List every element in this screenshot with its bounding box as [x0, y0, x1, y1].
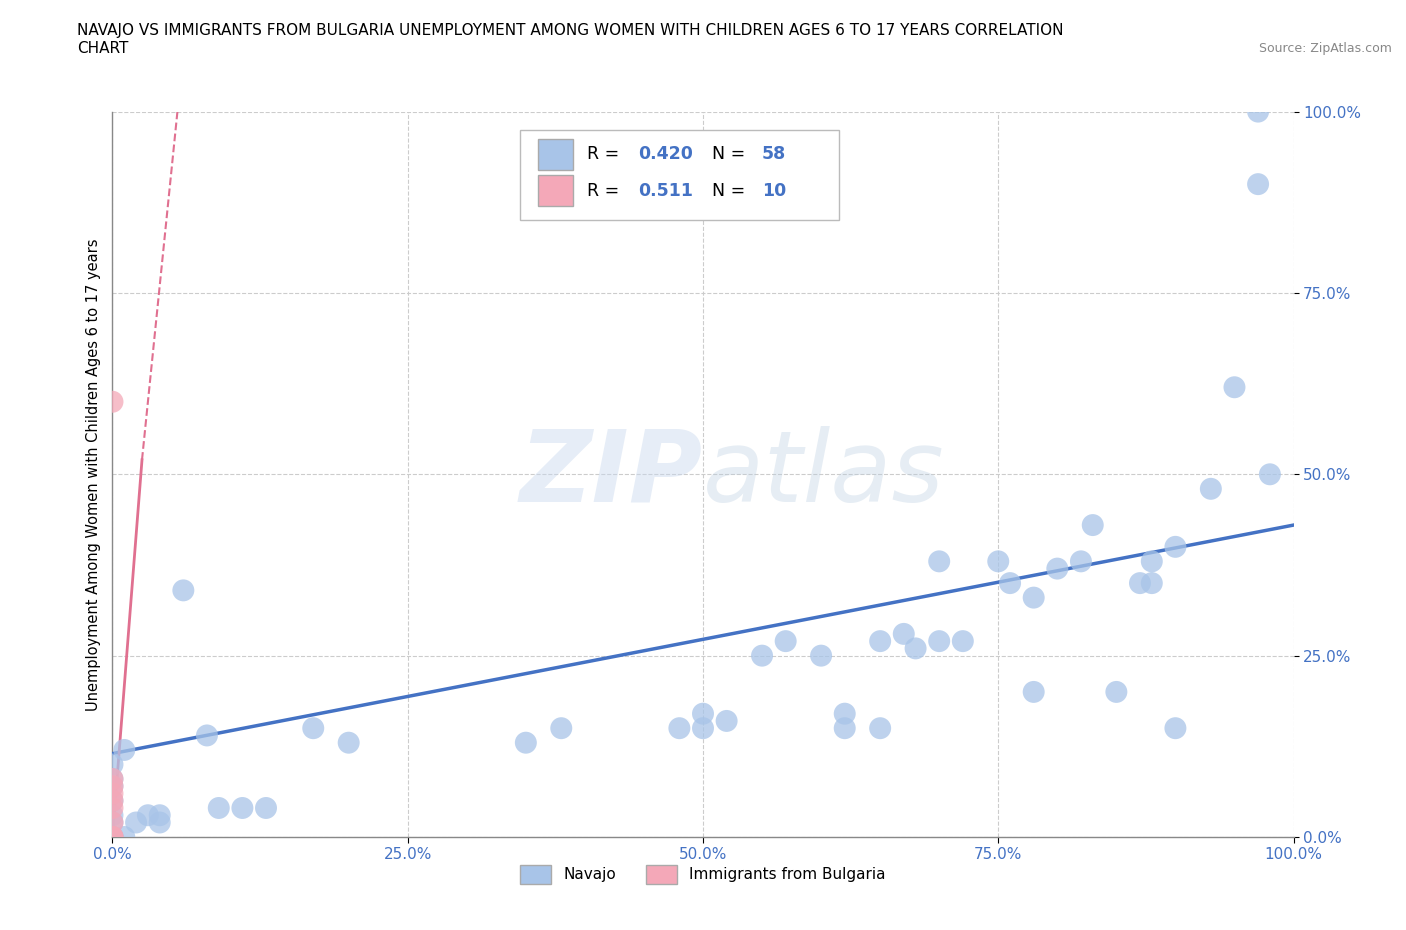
- Point: [716, 713, 738, 728]
- Point: [101, 830, 124, 844]
- Point: [1247, 104, 1270, 119]
- Point: [1140, 554, 1163, 569]
- Point: [101, 793, 124, 808]
- Point: [101, 793, 124, 808]
- Point: [1223, 379, 1246, 394]
- Point: [998, 576, 1021, 591]
- Point: [668, 721, 690, 736]
- Text: NAVAJO VS IMMIGRANTS FROM BULGARIA UNEMPLOYMENT AMONG WOMEN WITH CHILDREN AGES 6: NAVAJO VS IMMIGRANTS FROM BULGARIA UNEMP…: [77, 23, 1064, 56]
- Point: [101, 815, 124, 830]
- Point: [172, 583, 194, 598]
- Point: [692, 706, 714, 721]
- Point: [775, 633, 797, 648]
- Point: [195, 728, 218, 743]
- Point: [751, 648, 773, 663]
- Point: [101, 830, 124, 844]
- Point: [1199, 482, 1222, 497]
- Text: 0.420: 0.420: [638, 145, 693, 164]
- Point: [1164, 539, 1187, 554]
- Point: [101, 394, 124, 409]
- Point: [869, 721, 891, 736]
- FancyBboxPatch shape: [537, 140, 574, 169]
- Point: [952, 633, 974, 648]
- Point: [810, 648, 832, 663]
- Point: [101, 757, 124, 772]
- Point: [1129, 576, 1152, 591]
- Point: [1247, 177, 1270, 192]
- Point: [987, 554, 1010, 569]
- Point: [101, 772, 124, 787]
- Point: [1081, 518, 1104, 533]
- Point: [136, 808, 159, 823]
- Point: [1105, 684, 1128, 699]
- Point: [112, 742, 135, 757]
- Point: [254, 801, 277, 816]
- Legend: Navajo, Immigrants from Bulgaria: Navajo, Immigrants from Bulgaria: [520, 865, 886, 884]
- Point: [1022, 591, 1045, 605]
- Point: [208, 801, 231, 816]
- Point: [1070, 554, 1092, 569]
- Y-axis label: Unemployment Among Women with Children Ages 6 to 17 years: Unemployment Among Women with Children A…: [86, 238, 101, 711]
- Point: [869, 633, 891, 648]
- Text: Source: ZipAtlas.com: Source: ZipAtlas.com: [1258, 42, 1392, 55]
- Text: N =: N =: [713, 145, 751, 164]
- Text: 10: 10: [762, 181, 786, 200]
- Point: [692, 721, 714, 736]
- Point: [515, 736, 537, 751]
- Point: [904, 641, 927, 656]
- Point: [149, 815, 172, 830]
- Point: [231, 801, 253, 816]
- Point: [101, 830, 124, 844]
- Text: 58: 58: [762, 145, 786, 164]
- Point: [928, 633, 950, 648]
- Point: [101, 830, 124, 844]
- Point: [101, 778, 124, 793]
- Point: [834, 706, 856, 721]
- Text: 0.511: 0.511: [638, 181, 693, 200]
- Point: [101, 786, 124, 801]
- Point: [1258, 467, 1281, 482]
- Point: [112, 830, 135, 844]
- Point: [1140, 576, 1163, 591]
- Point: [302, 721, 325, 736]
- Text: atlas: atlas: [703, 426, 945, 523]
- Point: [101, 778, 124, 793]
- Point: [101, 830, 124, 844]
- Point: [1046, 561, 1069, 576]
- Text: R =: R =: [588, 181, 630, 200]
- Point: [101, 808, 124, 823]
- Point: [550, 721, 572, 736]
- Point: [125, 815, 148, 830]
- Point: [893, 627, 915, 642]
- FancyBboxPatch shape: [520, 130, 839, 220]
- Point: [149, 808, 172, 823]
- Point: [101, 830, 124, 844]
- Text: ZIP: ZIP: [520, 426, 703, 523]
- FancyBboxPatch shape: [537, 176, 574, 206]
- Text: R =: R =: [588, 145, 626, 164]
- Point: [337, 736, 360, 751]
- Point: [928, 554, 950, 569]
- Point: [1164, 721, 1187, 736]
- Point: [1022, 684, 1045, 699]
- Point: [834, 721, 856, 736]
- Point: [101, 815, 124, 830]
- Point: [101, 801, 124, 816]
- Text: N =: N =: [713, 181, 751, 200]
- Point: [101, 772, 124, 787]
